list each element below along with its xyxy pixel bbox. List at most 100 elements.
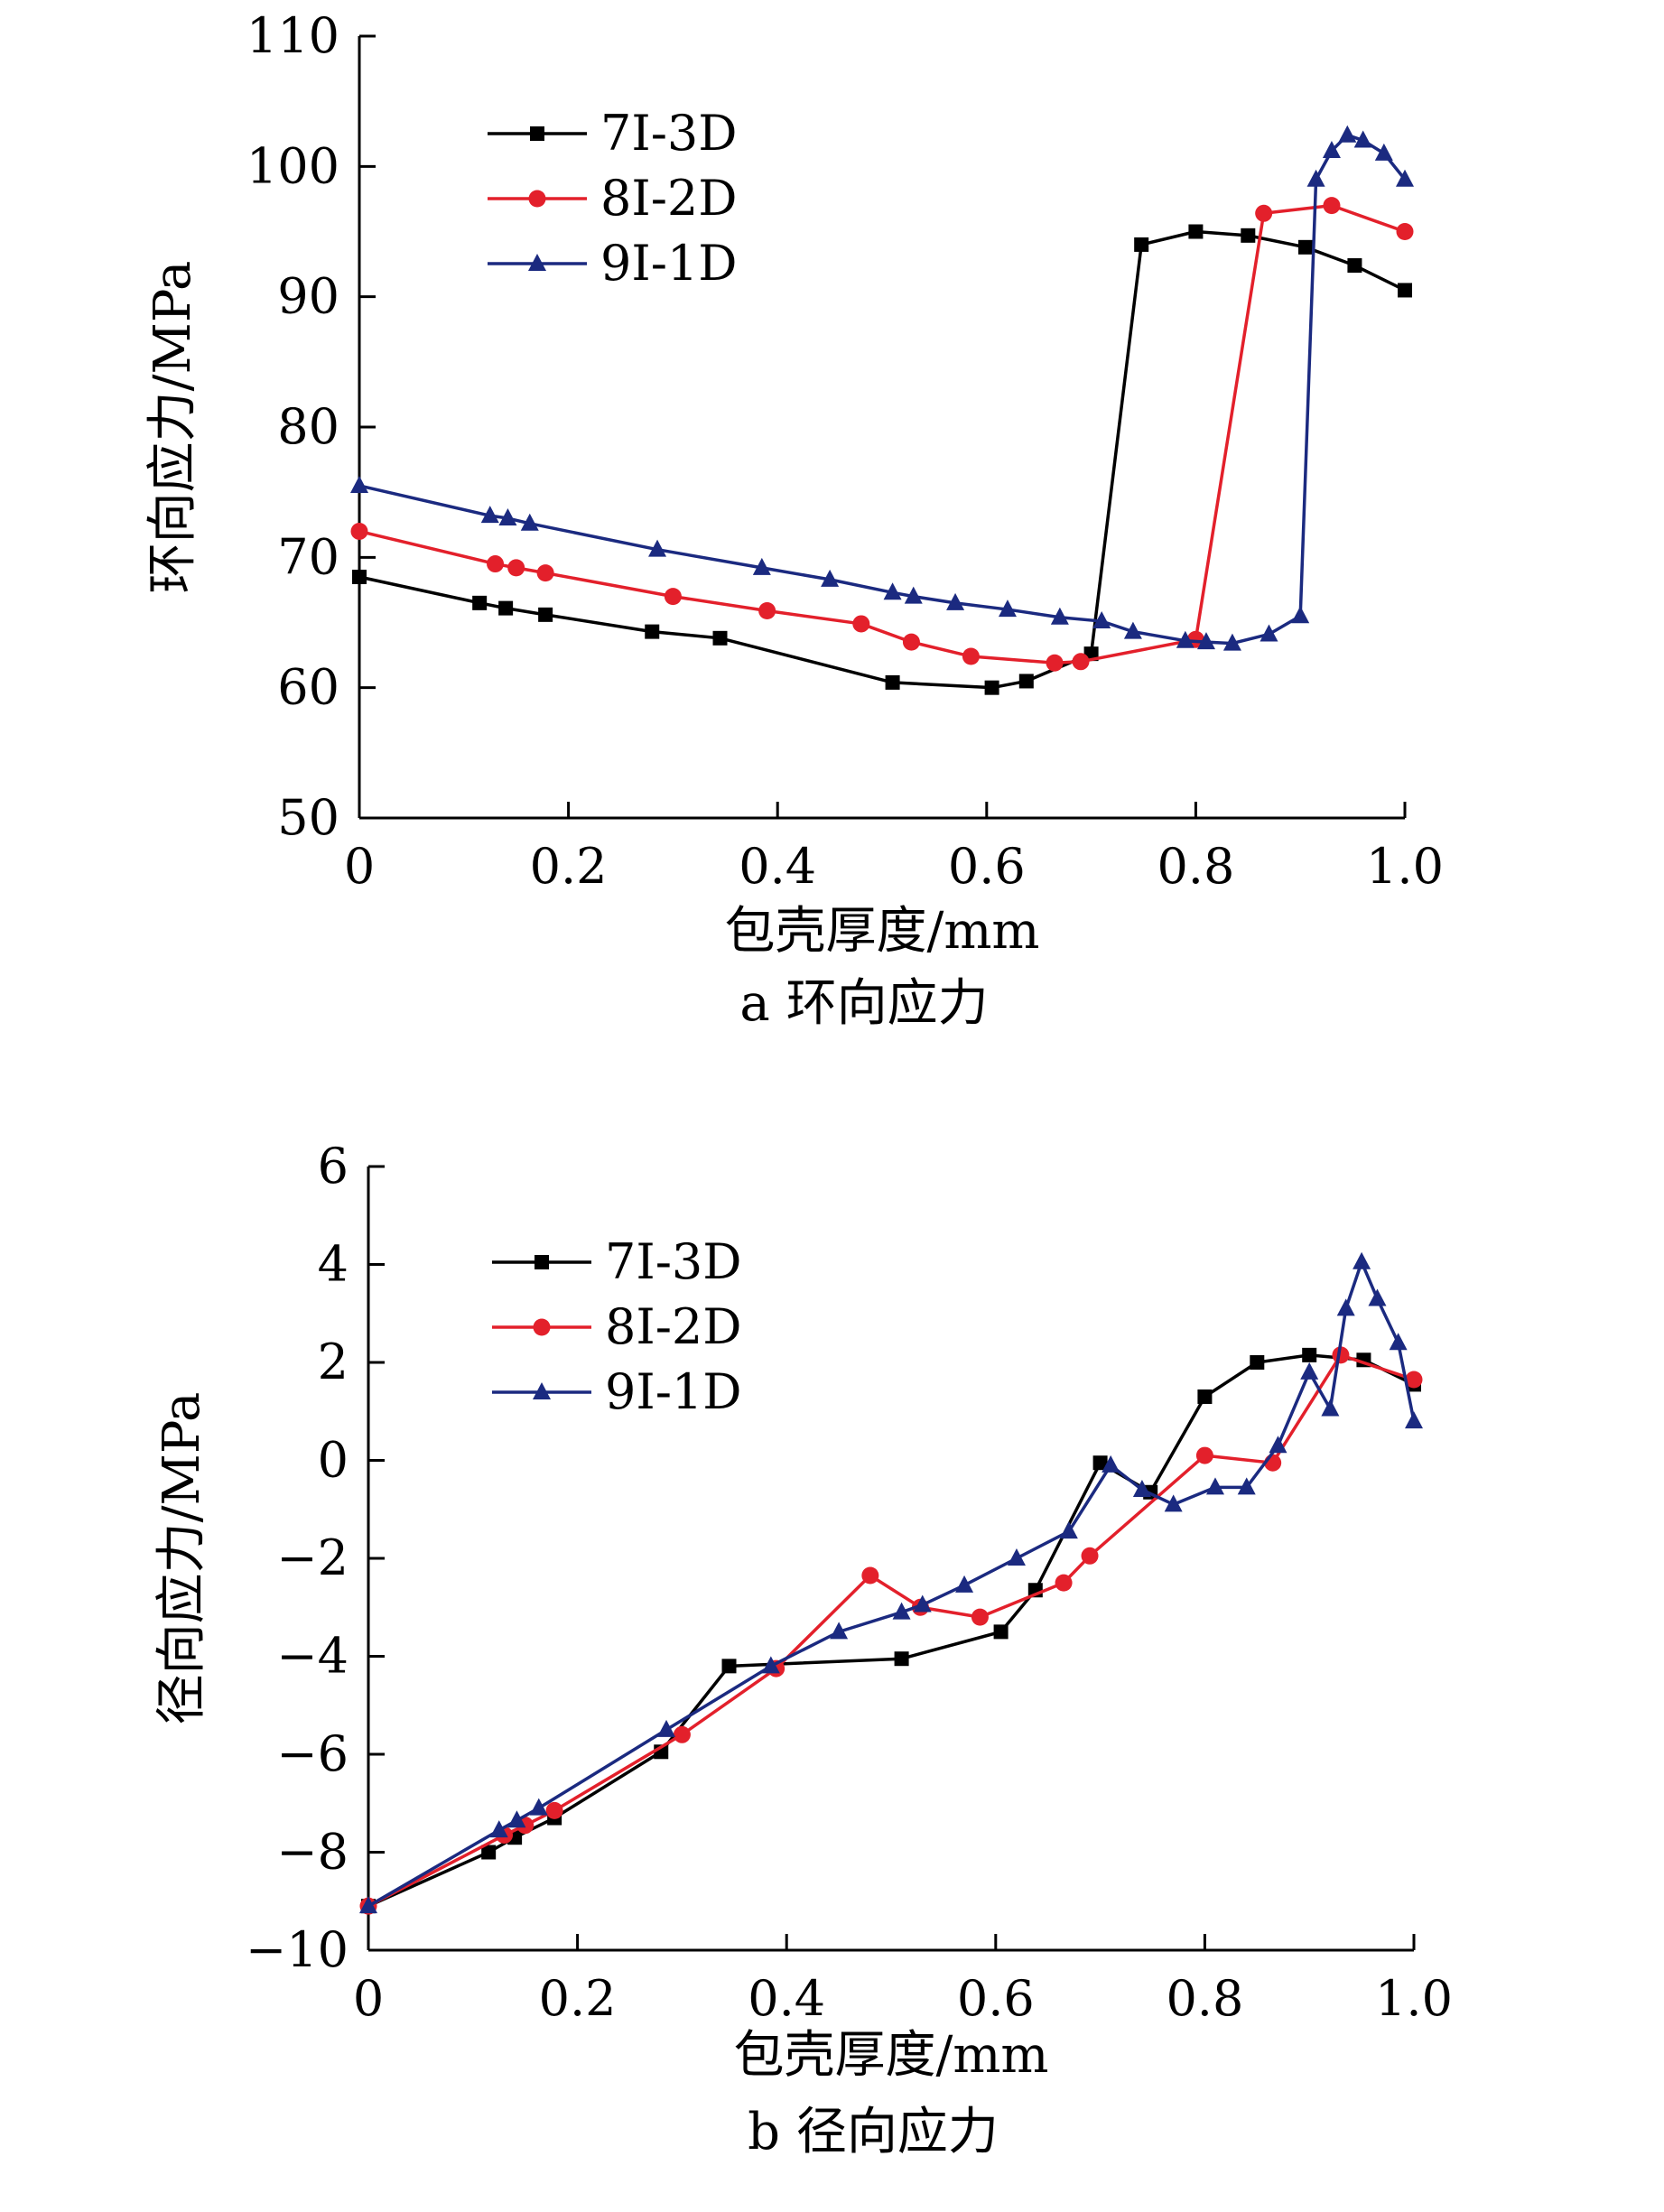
data-point <box>664 588 682 606</box>
x-tick-label: 0.2 <box>530 838 608 895</box>
y-tick-label: 100 <box>246 137 339 194</box>
series-9I-1D <box>350 125 1414 651</box>
data-point <box>1250 1355 1265 1370</box>
legend-label: 8I-2D <box>605 1298 742 1355</box>
data-point <box>955 1575 974 1593</box>
data-point <box>1297 239 1313 255</box>
series-8I-2D <box>359 1346 1423 1915</box>
data-point <box>472 595 488 610</box>
data-point <box>1072 653 1090 671</box>
x-tick-label: 0.2 <box>539 1970 617 2027</box>
data-point <box>830 1622 849 1640</box>
x-tick-label: 1.0 <box>1375 1970 1453 2027</box>
data-point <box>529 1798 548 1816</box>
data-point <box>1102 1455 1120 1473</box>
data-point <box>536 564 554 582</box>
data-point <box>1306 169 1325 187</box>
y-tick-label: 4 <box>318 1236 349 1293</box>
data-point <box>712 630 728 646</box>
series-line <box>367 1353 1415 1908</box>
y-axis-title: 环向应力/MPa <box>144 261 202 594</box>
legend-marker <box>530 126 544 141</box>
data-point <box>1336 1298 1355 1316</box>
y-tick-label: 60 <box>277 659 339 716</box>
data-point <box>507 1810 526 1828</box>
data-point <box>1195 1446 1213 1464</box>
data-point <box>1405 1371 1423 1389</box>
data-point <box>885 674 900 690</box>
data-point <box>648 539 667 557</box>
data-point <box>892 1602 911 1620</box>
data-point <box>1398 283 1412 298</box>
x-tick-label: 0.8 <box>1157 838 1234 895</box>
data-point <box>1396 169 1414 187</box>
data-point <box>1269 1436 1288 1454</box>
data-point <box>758 602 776 620</box>
x-tick-label: 0.4 <box>739 838 816 895</box>
y-tick-label: −8 <box>276 1824 349 1881</box>
radial-stress-chart: −10 −8 −6 −4 −2 0 2 4 6 0 0.2 0.4 0.6 0.8 1.0 包壳厚度/mm 径向… <box>153 1138 1453 2161</box>
data-point <box>883 582 902 600</box>
data-point <box>904 586 923 604</box>
data-point <box>962 647 980 665</box>
data-point <box>902 633 920 651</box>
data-point <box>1123 621 1142 639</box>
data-point <box>1322 141 1341 159</box>
data-point <box>1007 1548 1026 1566</box>
data-point <box>545 1801 563 1819</box>
data-point <box>913 1594 932 1613</box>
data-point <box>752 557 771 575</box>
series-8I-2D <box>350 197 1414 672</box>
x-tick-label: 1.0 <box>1366 838 1444 895</box>
y-tick-label: −10 <box>246 1921 349 1978</box>
data-point <box>1396 223 1414 240</box>
data-point <box>984 680 999 695</box>
legend-label: 7I-3D <box>600 105 738 162</box>
y-tick-label: 110 <box>246 7 339 64</box>
data-point <box>1188 224 1204 239</box>
data-point <box>673 1725 691 1743</box>
data-point <box>1205 1477 1224 1495</box>
data-point <box>1353 130 1372 148</box>
series-7I-3D <box>352 224 1412 695</box>
series-line <box>358 229 1406 690</box>
data-point <box>1134 237 1149 252</box>
data-point <box>1222 633 1241 651</box>
legend-marker <box>533 1382 551 1399</box>
y-tick-label: 80 <box>277 398 339 455</box>
data-point <box>359 1896 377 1914</box>
series-9I-1D <box>359 1251 1423 1914</box>
legend-label: 9I-1D <box>605 1363 742 1420</box>
data-point <box>1405 1411 1423 1429</box>
data-point <box>721 1659 737 1674</box>
data-point <box>1321 1399 1340 1417</box>
data-point <box>1018 674 1034 689</box>
data-point <box>1164 1494 1183 1512</box>
legend-entry: 7I-3D <box>488 105 738 162</box>
y-tick-label: 50 <box>277 789 339 846</box>
data-point <box>498 600 514 616</box>
data-point <box>487 555 505 573</box>
legend-label: 7I-3D <box>605 1233 742 1290</box>
x-axis-title: 包壳厚度/mm <box>733 2026 1048 2085</box>
x-axis-title: 包壳厚度/mm <box>724 902 1039 961</box>
y-tick-label: 2 <box>318 1334 349 1390</box>
data-point <box>1353 1251 1371 1269</box>
data-point <box>520 513 539 531</box>
data-point <box>1176 630 1195 648</box>
x-tick-label: 0.4 <box>748 1970 825 2027</box>
legend-entry: 8I-2D <box>488 170 738 227</box>
data-point <box>1291 606 1310 624</box>
legend-entry: 9I-1D <box>492 1363 742 1420</box>
data-point <box>645 624 660 639</box>
x-tick-label: 0 <box>353 1970 384 2027</box>
legend-entry: 9I-1D <box>488 235 738 292</box>
legend-entry: 8I-2D <box>492 1298 742 1355</box>
data-point <box>821 569 840 587</box>
chart-caption: b 径向应力 <box>748 2103 999 2161</box>
data-point <box>1092 611 1111 629</box>
data-point <box>498 508 517 526</box>
data-point <box>657 1719 676 1737</box>
data-point <box>1197 1389 1213 1404</box>
y-tick-label: −2 <box>276 1529 349 1586</box>
